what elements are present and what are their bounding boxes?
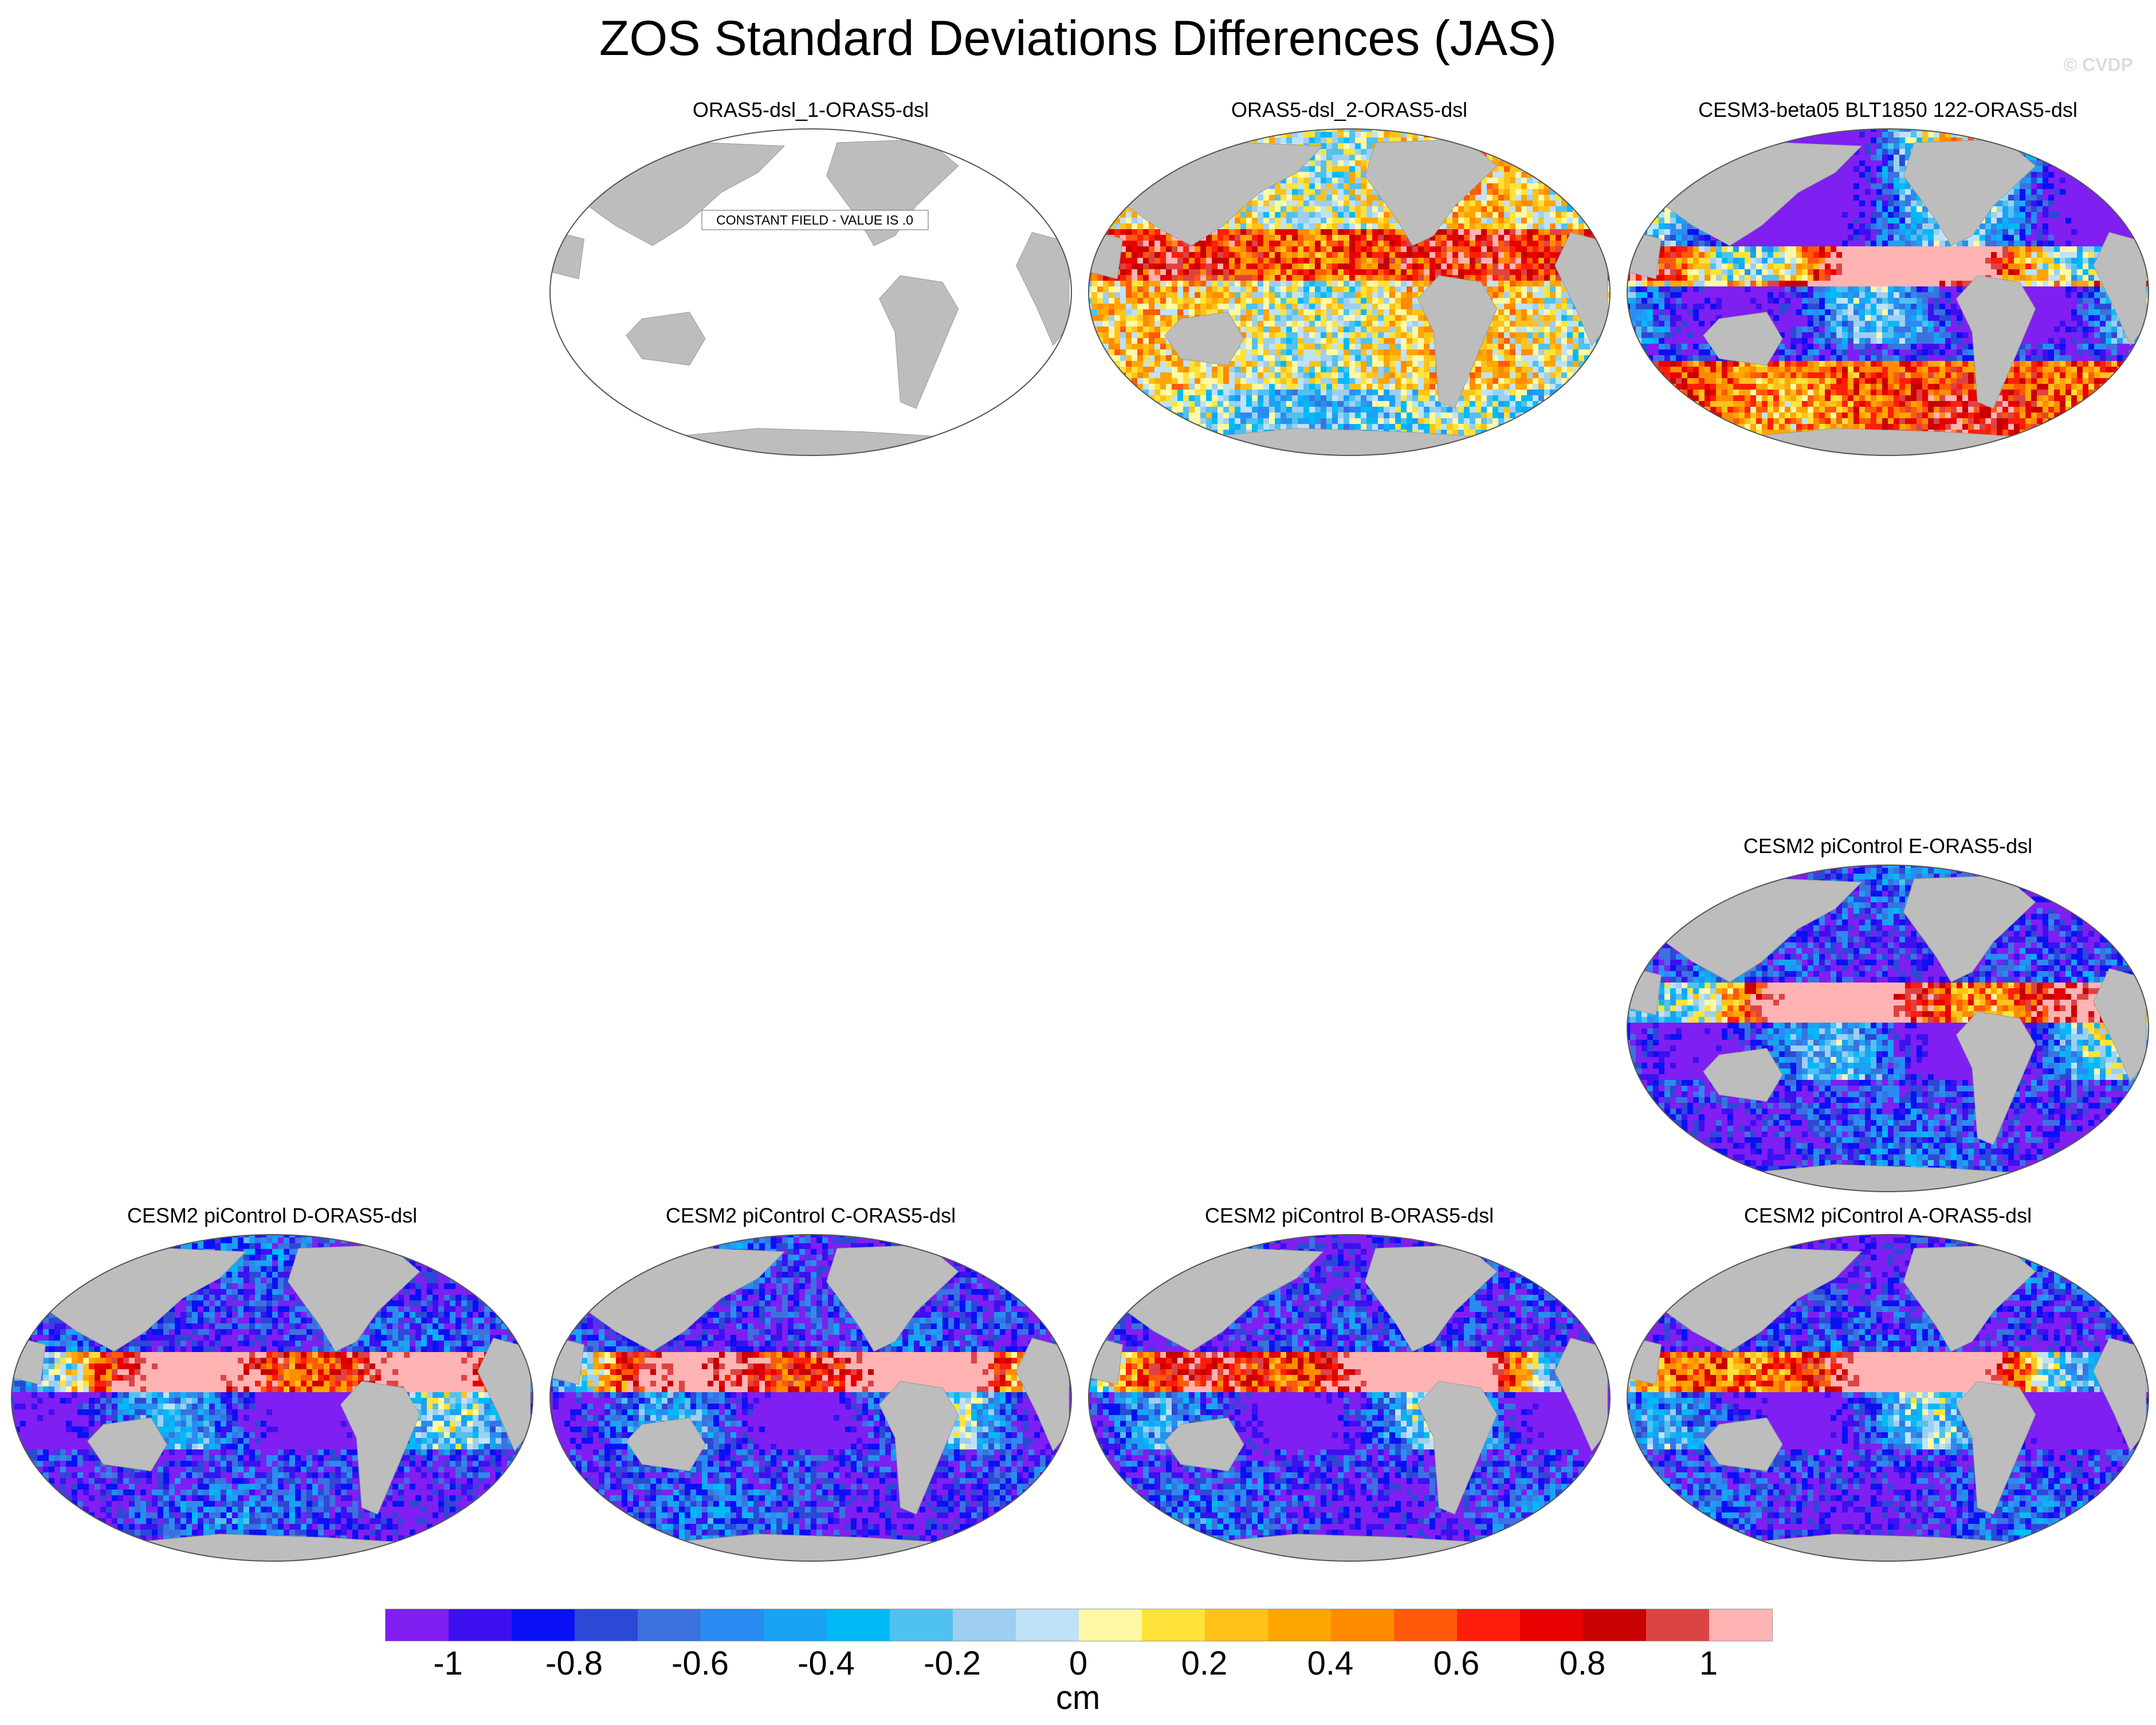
colorbar-cell (827, 1609, 890, 1641)
colorbar-tick-label: -0.8 (545, 1644, 603, 1683)
colorbar-tick-label: 0.8 (1560, 1644, 1606, 1683)
map-panel-p5: CESM2 piControl D-ORAS5-dsl (9, 1203, 536, 1593)
map-panel-p6: CESM2 piControl C-ORAS5-dsl (547, 1203, 1074, 1593)
land-mass (1164, 312, 1244, 366)
colorbar-tick-label: 1 (1699, 1644, 1718, 1683)
panel-title: CESM2 piControl B-ORAS5-dsl (1086, 1203, 1613, 1228)
colorbar-cell (1709, 1609, 1772, 1641)
colorbar-ticks: -1 -0.8 -0.6 -0.4 -0.2 0 0.2 0.4 0.6 0.8 1 (0, 1644, 2156, 1690)
land-mass (879, 275, 959, 409)
constant-field-text: CONSTANT FIELD - VALUE IS .0 (716, 213, 913, 227)
colorbar-cell (1646, 1609, 1709, 1641)
colorbar-cell (1331, 1609, 1394, 1641)
colorbar-tick-label: -0.2 (924, 1644, 981, 1683)
land-mass (1703, 312, 1783, 366)
land-mass (626, 312, 706, 366)
map-outline (1088, 1234, 1611, 1562)
colorbar-cell (1205, 1609, 1268, 1641)
land-mass (1956, 275, 2036, 409)
map-outline (1627, 1234, 2149, 1562)
colorbar-cell (1583, 1609, 1646, 1641)
land-mass (340, 1381, 421, 1515)
colorbar-cell (512, 1609, 575, 1641)
field-pixels (1627, 129, 2149, 455)
colorbar-tick-label: 0.6 (1434, 1644, 1480, 1683)
colorbar-tick-label: -0.6 (671, 1644, 729, 1683)
colorbar-tick-label: -1 (433, 1644, 463, 1683)
colorbar-cell (764, 1609, 827, 1641)
colorbar-cell (449, 1609, 512, 1641)
map-panel-p8: CESM2 piControl A-ORAS5-dsl (1624, 1203, 2151, 1593)
field-pixels (1627, 1235, 2149, 1561)
map-panel-p4: CESM2 piControl E-ORAS5-dsl (1624, 834, 2151, 1223)
map-projection (1627, 1234, 2149, 1562)
map-projection (1088, 1234, 1611, 1562)
map-outline (549, 1234, 1072, 1562)
land-mass (1703, 1417, 1783, 1472)
field-pixels (1627, 865, 2149, 1192)
colorbar-cell (890, 1609, 953, 1641)
colorbar-cell (953, 1609, 1016, 1641)
watermark: © CVDP (2064, 54, 2133, 76)
panel-title: CESM3-beta05 BLT1850 122-ORAS5-dsl (1624, 97, 2151, 123)
colorbar-tick-label: 0 (1069, 1644, 1087, 1683)
panel-title: ORAS5-dsl_1-ORAS5-dsl (547, 97, 1074, 123)
land-mass (1956, 1011, 2036, 1145)
panel-title: ORAS5-dsl_2-ORAS5-dsl (1086, 97, 1613, 123)
panel-title: CESM2 piControl D-ORAS5-dsl (9, 1203, 536, 1228)
map-panel-p1: ORAS5-dsl_1-ORAS5-dsl CONSTANT FIELD - V… (547, 97, 1074, 487)
land-mass (1417, 1381, 1498, 1515)
colorbar-cell (1016, 1609, 1079, 1641)
colorbar-cell (1268, 1609, 1331, 1641)
field-pixels (1089, 129, 1610, 455)
field-pixels (1089, 1235, 1610, 1561)
colorbar-cell (1457, 1609, 1520, 1641)
map-projection: CONSTANT FIELD - VALUE IS .0 (549, 128, 1072, 456)
colorbar-cell (1394, 1609, 1457, 1641)
colorbar-cell (638, 1609, 701, 1641)
field-pixels (11, 1235, 533, 1561)
panel-title: CESM2 piControl A-ORAS5-dsl (1624, 1203, 2151, 1228)
map-projection (1088, 128, 1611, 456)
land-mass (1956, 1381, 2036, 1515)
constant-field-label: CONSTANT FIELD - VALUE IS .0 (701, 210, 929, 230)
map-panel-p2: ORAS5-dsl_2-ORAS5-dsl (1086, 97, 1613, 487)
colorbar-tick-label: 0.2 (1181, 1644, 1228, 1683)
map-panel-p3: CESM3-beta05 BLT1850 122-ORAS5-dsl (1624, 97, 2151, 487)
map-outline (549, 128, 1072, 456)
map-outline (1627, 128, 2149, 456)
map-panel-p7: CESM2 piControl B-ORAS5-dsl (1086, 1203, 1613, 1593)
colorbar (385, 1609, 1773, 1641)
field-pixels (550, 1235, 1071, 1561)
map-projection (11, 1234, 533, 1562)
map-projection (549, 1234, 1072, 1562)
map-projection (1627, 865, 2149, 1192)
map-outline (1088, 128, 1611, 456)
land-mass (1164, 1417, 1244, 1472)
colorbar-tick-label: 0.4 (1307, 1644, 1354, 1683)
colorbar-cell (575, 1609, 638, 1641)
colorbar-cell (1079, 1609, 1142, 1641)
map-projection (1627, 128, 2149, 456)
map-outline (1627, 865, 2149, 1192)
land-mass (1417, 275, 1498, 409)
panel-title: CESM2 piControl C-ORAS5-dsl (547, 1203, 1074, 1228)
land-mass (879, 1381, 959, 1515)
colorbar-cell (1520, 1609, 1583, 1641)
colorbar-tick-label: -0.4 (798, 1644, 855, 1683)
land-mass (626, 1417, 706, 1472)
land-mass (87, 1417, 167, 1472)
panel-title: CESM2 piControl E-ORAS5-dsl (1624, 834, 2151, 859)
colorbar-cell (701, 1609, 764, 1641)
colorbar-cell (1142, 1609, 1205, 1641)
colorbar-units: cm (0, 1679, 2156, 1717)
land-mass (1703, 1048, 1783, 1102)
map-outline (11, 1234, 533, 1562)
colorbar-cell (386, 1609, 449, 1641)
figure-title: ZOS Standard Deviations Differences (JAS… (0, 7, 2156, 70)
